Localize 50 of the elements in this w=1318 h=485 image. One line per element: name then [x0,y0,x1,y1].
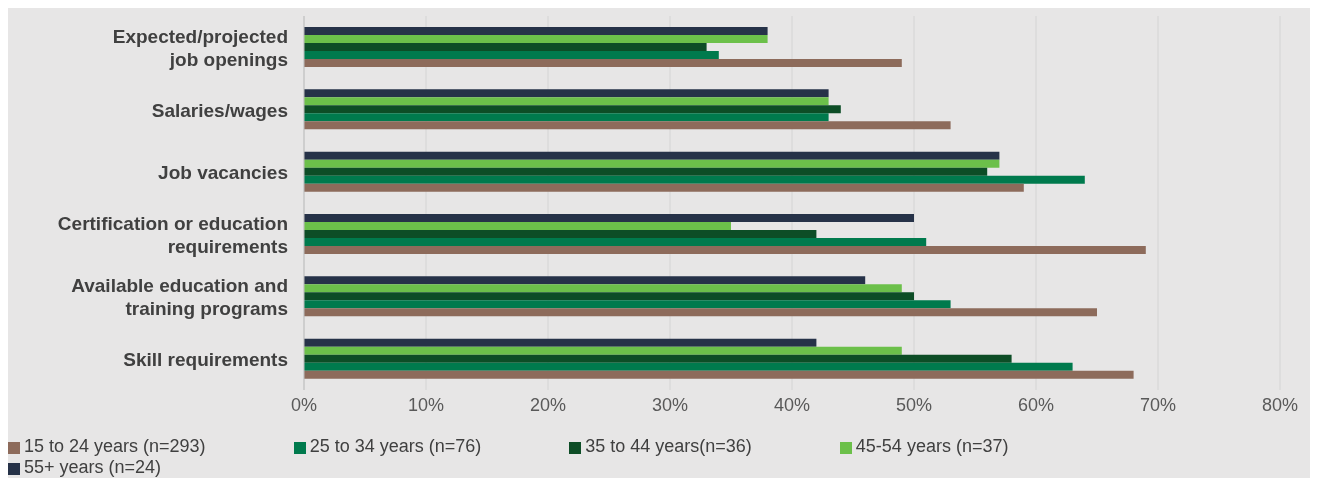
x-tick-label: 0% [290,394,318,415]
bar [304,183,1024,192]
legend-label: 45-54 years (n=37) [855,436,1009,456]
legend-label: 55+ years (n=24) [24,457,162,477]
legend-label: 15 to 24 years (n=293) [24,436,206,456]
x-tick-label: 50% [895,394,933,415]
x-tick-label: 10% [407,394,445,415]
bar [304,346,902,355]
x-tick-label: 30% [651,394,689,415]
y-tick-label: Skill requirements [123,348,288,370]
bar [304,338,817,347]
bar [304,43,707,51]
y-tick-label: Salaries/wages [151,99,288,120]
bar [304,214,914,222]
y-tick-label: Certification or education requirements [57,212,288,257]
bar [304,354,1012,363]
bar [304,35,768,43]
bar [304,292,914,301]
bar [304,59,902,67]
bar [304,27,768,35]
bar [304,308,1097,317]
bar [304,121,951,130]
bar [304,89,829,98]
x-tick-label: 60% [1017,394,1055,415]
y-tick-label: Job vacancies [158,161,288,183]
legend-label: 35 to 44 years(n=36) [585,436,752,456]
bar [304,246,1146,254]
bar [304,362,1073,371]
y-tick-label: Expected/projected job openings [112,25,288,70]
bar [304,151,1000,160]
x-tick-label: 20% [529,394,567,415]
bar [304,105,841,114]
bar [304,222,731,230]
bar [304,238,927,246]
bar [304,284,902,293]
bar [304,300,951,309]
legend-label: 25 to 34 years (n=76) [309,436,482,456]
bar [304,113,829,122]
x-tick-label: 80% [1261,394,1299,415]
bar [304,370,1134,379]
bar [304,175,1085,184]
bar [304,230,817,238]
bar [304,51,719,59]
bar [304,276,866,285]
bar [304,167,988,176]
x-tick-label: 70% [1139,394,1177,415]
bar [304,97,829,106]
x-tick-label: 40% [773,394,811,415]
bar [304,159,1000,168]
y-tick-label: Available education and training programs [71,274,288,319]
